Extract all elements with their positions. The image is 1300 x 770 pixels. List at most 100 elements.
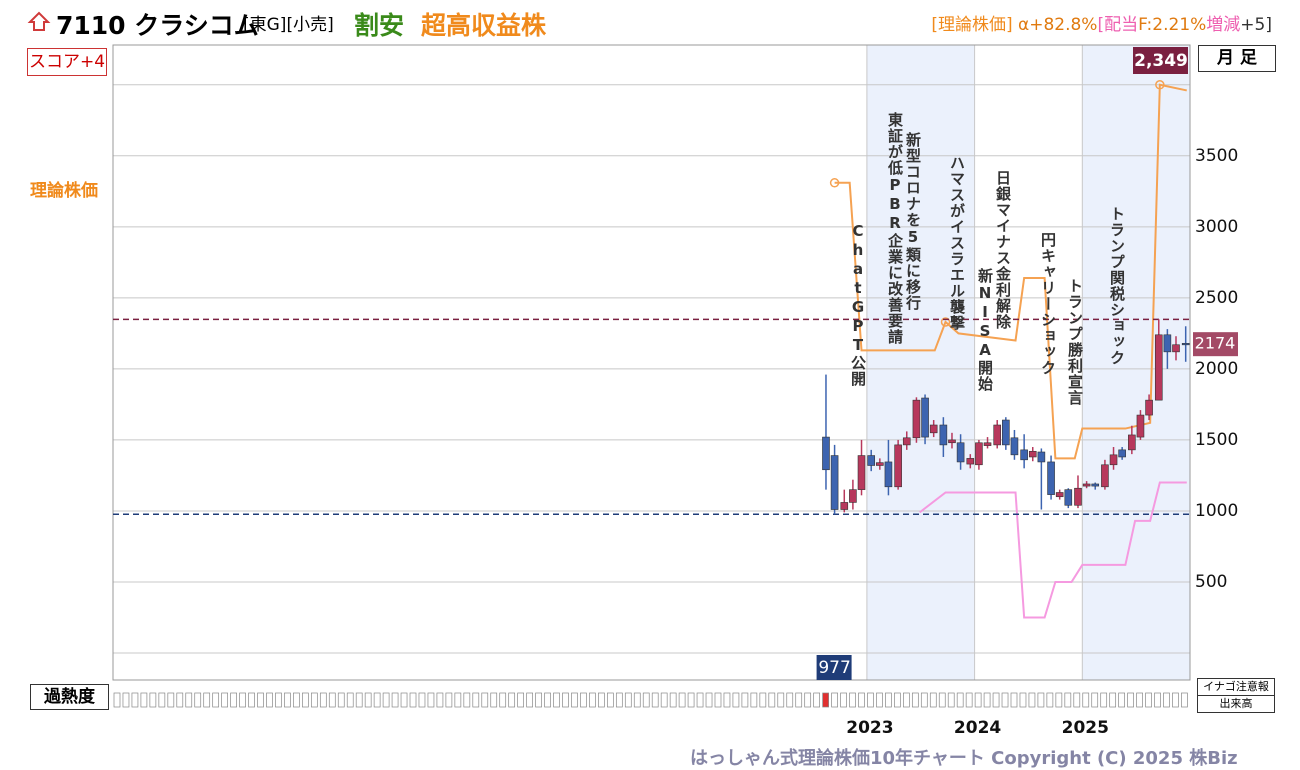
overheat-cell — [885, 692, 892, 708]
candle-body — [1055, 492, 1064, 498]
overheat-cell — [373, 692, 381, 708]
overheat-cell — [858, 692, 865, 708]
overheat-cell — [938, 692, 946, 708]
period: 月 足 — [1198, 45, 1276, 72]
footer: はっしゃん式理論株価10年チャート Copyright (C) 2025 株Bi… — [690, 748, 1238, 769]
theory-marker — [829, 178, 840, 188]
max-box — [1133, 47, 1188, 74]
candle-body — [1181, 343, 1190, 346]
overheat-cell — [1127, 692, 1134, 708]
overheat-cell — [1091, 692, 1099, 708]
overheat-cell — [660, 692, 668, 708]
candle-body — [1154, 334, 1163, 401]
overheat-cell — [840, 692, 847, 708]
event-annotation: 円キャリーショック — [1039, 232, 1057, 376]
overheat-cell — [777, 692, 785, 708]
overheat-cell — [328, 692, 336, 708]
candle-body — [1002, 419, 1010, 446]
candle-body — [884, 461, 893, 488]
overheat-cell — [1163, 692, 1170, 708]
overheat-cell — [624, 692, 632, 708]
x-tick-label: 2024 — [954, 718, 1001, 738]
candle-body — [894, 444, 902, 488]
overheat-cell — [517, 692, 525, 708]
overheat-cell — [903, 692, 910, 708]
candle-body — [849, 489, 857, 503]
min-box — [816, 655, 852, 680]
overheat-cell — [768, 692, 776, 708]
max-label: 2,349 — [1134, 51, 1188, 71]
event-annotation: ハマスがイスラエル襲撃 — [948, 155, 966, 331]
event-annotation: 新NISA開始 — [976, 268, 994, 392]
overheat-cell — [355, 692, 363, 708]
candle-body — [822, 436, 830, 471]
overheat-cell — [185, 692, 193, 708]
candle-body — [1118, 449, 1126, 458]
candle-body — [857, 455, 866, 490]
y-tick-label: 3500 — [1195, 146, 1238, 166]
candle-body — [993, 424, 1002, 446]
overheat-cell — [364, 692, 372, 708]
overheat-cell — [642, 692, 650, 708]
header-part: [配当 — [1097, 15, 1139, 35]
overheat-cell — [499, 692, 507, 708]
overheat-cell — [176, 692, 184, 708]
overheat-cell — [1037, 692, 1045, 708]
overheat-cell — [606, 692, 614, 708]
overheat-cell — [382, 692, 390, 708]
overheat-cell — [257, 692, 264, 708]
overheat-cell — [337, 692, 345, 708]
y-tick-label: 2000 — [1195, 359, 1238, 379]
overheat-cell — [1154, 692, 1161, 708]
overheat-cell — [1109, 692, 1117, 708]
overheat-cell — [481, 692, 489, 708]
candle-body — [1128, 434, 1136, 451]
overheat-cell — [409, 692, 417, 708]
overheat-cell — [1001, 692, 1009, 708]
overheat-cell — [436, 692, 444, 708]
overheat-cell — [1181, 692, 1188, 708]
candle-body — [830, 455, 839, 510]
overheat-cell — [266, 692, 273, 708]
overheat-cell — [544, 692, 551, 708]
overheat-cell — [965, 692, 973, 708]
overheat-cell — [310, 692, 318, 708]
overheat-cell — [149, 692, 157, 708]
header-part: F:2.21% — [1138, 15, 1207, 35]
overheat-cell — [876, 692, 883, 708]
plot-frame — [112, 44, 1191, 681]
last-box — [1193, 332, 1238, 357]
candle-body — [1091, 483, 1100, 487]
inago: イナゴ注意報 — [1197, 678, 1275, 696]
overheat-cell — [167, 692, 175, 708]
event-annotation: 新型コロナを5類に移行 — [904, 132, 922, 311]
overheat-cell — [741, 692, 749, 708]
overheat-cell — [804, 692, 812, 708]
overheat-cell — [454, 692, 462, 708]
overheat-cell — [400, 692, 408, 708]
candle-body — [1145, 399, 1153, 416]
tag: 割安 — [354, 11, 405, 40]
overheat-cell — [974, 692, 982, 708]
overheat-cell — [346, 692, 354, 708]
overheat-cell — [1064, 692, 1072, 708]
overheat-cell — [131, 692, 139, 708]
x-tick-label: 2023 — [846, 718, 893, 738]
overheat-cell — [714, 692, 722, 708]
year-band — [1082, 45, 1190, 680]
overheat-cell — [598, 692, 605, 708]
event-annotation: ChatGPT公開 — [849, 222, 867, 387]
event-annotation: 東証が低PBR企業に改善要請 — [886, 112, 904, 345]
overheat-cell — [813, 692, 821, 708]
overheat-cell — [239, 692, 246, 708]
overheat-cell — [947, 692, 955, 708]
candle-body — [912, 399, 921, 439]
overheat-cell — [633, 692, 641, 708]
candle-body — [1010, 437, 1019, 456]
overheat-cell — [894, 692, 901, 708]
event-annotation: トランプ勝利宣言 — [1066, 278, 1084, 406]
overheat-cell — [418, 692, 426, 708]
candle-body — [1028, 450, 1037, 458]
